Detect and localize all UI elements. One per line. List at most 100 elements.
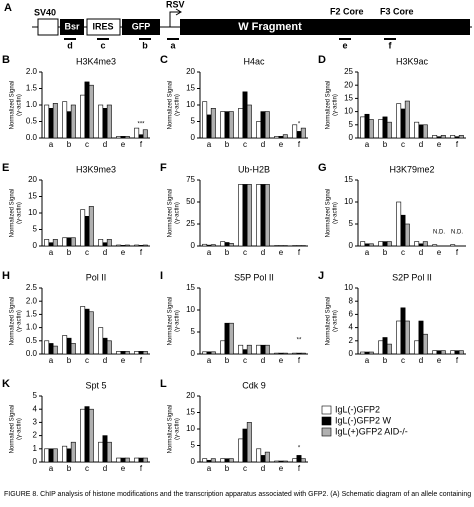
bar [275, 136, 279, 138]
y-axis-label: (γ-actin) [175, 418, 181, 440]
w-fragment-label: W Fragment [238, 21, 302, 33]
bar [369, 120, 373, 138]
bar [49, 243, 53, 246]
bar [71, 343, 75, 354]
bar [247, 345, 251, 354]
x-tick-label: a [49, 356, 54, 365]
y-tick-label: 0.0 [26, 349, 38, 358]
bar [247, 105, 251, 138]
bar [257, 122, 261, 139]
bar [117, 136, 121, 138]
bar [207, 115, 211, 138]
legend-label: IgL(-)GFP2 W [335, 415, 392, 425]
y-tick-label: 0 [33, 457, 38, 466]
y-axis-label: Normalized Signal [168, 81, 174, 130]
x-tick-label: b [383, 356, 388, 365]
panel-title: H3K4me3 [76, 56, 116, 66]
bar [257, 184, 261, 246]
bar [225, 112, 229, 138]
bar [99, 105, 103, 138]
bar [203, 459, 207, 462]
panel-title: S2P Pol II [392, 272, 432, 282]
x-tick-label: a [207, 356, 212, 365]
x-tick-label: c [85, 140, 89, 149]
y-tick-label: 15 [344, 175, 353, 184]
panel-title: H3K79me2 [389, 164, 434, 174]
bar [121, 458, 125, 462]
x-tick-label: f [140, 248, 143, 257]
bar [107, 341, 111, 354]
x-tick-label: a [207, 248, 212, 257]
bar [419, 244, 423, 246]
panel-letter: F [160, 162, 167, 174]
bar [459, 135, 463, 138]
y-tick-label: 5 [33, 225, 38, 234]
panel-title: Spt 5 [85, 380, 106, 390]
bar [243, 184, 247, 246]
y-tick-label: 15 [186, 84, 195, 93]
y-tick-label: 10 [186, 305, 195, 314]
bar [67, 112, 71, 138]
bar [433, 135, 437, 138]
bar [125, 351, 129, 354]
panel-letter: A [4, 2, 12, 14]
bar [257, 449, 261, 462]
y-tick-label: 15 [28, 192, 37, 201]
bar [279, 353, 283, 354]
bar [283, 461, 287, 462]
x-tick-label: e [279, 140, 284, 149]
y-tick-label: 3 [33, 418, 38, 427]
y-axis-label: (γ-actin) [175, 202, 181, 224]
bar [89, 206, 93, 246]
bar [387, 242, 391, 246]
bar [71, 442, 75, 462]
gfp-label: GFP [132, 21, 151, 31]
bar [203, 102, 207, 138]
bar [121, 351, 125, 354]
primer-label: e [342, 40, 347, 50]
bar [433, 351, 437, 354]
bar [103, 243, 107, 246]
y-tick-label: 2.0 [26, 67, 38, 76]
bar [379, 242, 383, 246]
y-axis-label: Normalized Signal [10, 297, 16, 346]
bar [211, 352, 215, 354]
bar [279, 136, 283, 138]
bar [261, 112, 265, 138]
bar [49, 108, 53, 138]
x-tick-label: e [437, 140, 442, 149]
y-tick-label: 15 [186, 408, 195, 417]
annotation: * [298, 122, 301, 128]
x-tick-label: d [261, 140, 265, 149]
bar [49, 449, 53, 462]
bar [405, 224, 409, 246]
bar [387, 344, 391, 354]
bar [279, 461, 283, 462]
y-tick-label: 10 [344, 107, 353, 116]
bar [53, 346, 57, 354]
bar [401, 109, 405, 138]
bar [239, 439, 243, 462]
bar [81, 95, 85, 138]
y-tick-label: 2 [349, 336, 354, 345]
y-axis-label: (γ-actin) [17, 202, 23, 224]
bar [135, 351, 139, 354]
y-tick-label: 0.5 [26, 336, 38, 345]
x-tick-label: b [383, 248, 388, 257]
bar [211, 245, 215, 246]
bar [71, 105, 75, 138]
primer-label: c [100, 40, 105, 50]
bar [207, 460, 211, 462]
x-tick-label: f [140, 140, 143, 149]
legend-label: IgL(-)GFP2 [335, 404, 380, 414]
bar [89, 85, 93, 138]
y-axis-label: Normalized Signal [10, 189, 16, 238]
primer-label: a [170, 40, 176, 50]
y-tick-label: 10 [186, 100, 195, 109]
bar [107, 442, 111, 462]
bar [139, 458, 143, 462]
x-tick-label: b [225, 248, 230, 257]
y-axis-label: Normalized Signal [168, 297, 174, 346]
bar [451, 245, 455, 246]
bar [243, 429, 247, 462]
